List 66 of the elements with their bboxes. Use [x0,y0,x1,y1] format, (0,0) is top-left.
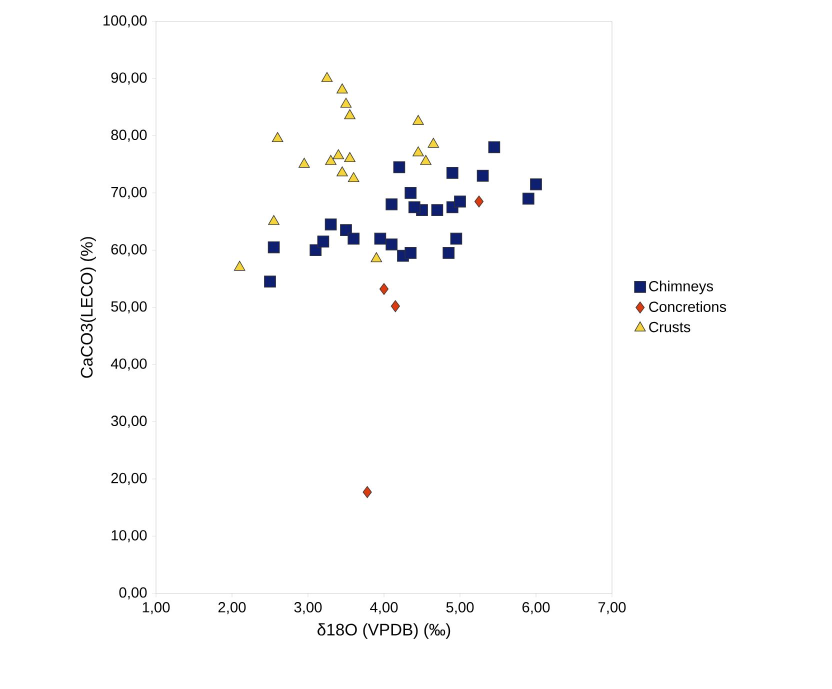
point [268,241,280,254]
y-tick-label: 90,00 [111,72,147,84]
y-tick-label: 0,00 [119,587,147,600]
point [324,218,337,230]
y-tick-label: 50,00 [111,301,147,314]
point [450,232,462,244]
point [379,282,389,295]
point [348,172,360,182]
point [386,198,398,210]
point [454,195,466,208]
legend-label: Crusts [649,322,690,332]
x-axis-title: δ18O (VPDB) (‰) [318,623,450,639]
x-tick-label: 6,00 [522,602,550,614]
point [234,260,246,271]
point [268,214,280,225]
point [428,138,440,148]
y-tick-label: 30,00 [111,416,147,428]
x-tick-label: 2,00 [218,602,246,614]
point [412,146,424,156]
point [420,154,432,165]
point [404,246,417,259]
point [446,166,458,179]
point [344,152,356,162]
x-tick-label: 7,00 [598,602,626,614]
point [408,201,420,214]
point [317,235,330,248]
x-tick-label: 4,00 [370,602,398,614]
y-axis-title: CaCO3(LECO) (%) [80,236,96,378]
point [336,83,348,94]
point [272,132,284,142]
point [340,98,352,108]
legend-label: Concretions [649,301,726,312]
point [393,161,406,173]
point [431,204,444,216]
point [390,300,400,312]
point [412,114,424,125]
point [298,158,310,168]
y-tick-label: 60,00 [111,244,147,256]
point [476,170,489,182]
point [332,149,344,159]
y-tick-label: 40,00 [110,358,147,370]
x-tick-label: 1,00 [142,602,170,614]
point [321,72,333,82]
point [404,186,417,199]
point [530,178,542,190]
x-tick-label: 3,00 [294,602,322,614]
point [340,224,352,236]
point [442,246,455,259]
point [310,244,322,256]
point [348,232,360,244]
y-tick-label: 10,00 [112,530,147,542]
point [325,154,336,165]
point [522,192,534,204]
legend-label: Chimneys [649,280,714,294]
y-tick-label: 100,00 [104,15,147,28]
point [344,109,356,119]
point [264,275,276,288]
point [474,195,484,208]
y-tick-label: 20,00 [111,472,147,485]
point [386,238,398,250]
point [336,166,348,176]
y-tick-label: 70,00 [111,186,147,199]
y-tick-label: 80,00 [111,130,147,142]
x-tick-label: 5,00 [446,602,474,614]
point [488,141,500,153]
point [374,232,386,244]
